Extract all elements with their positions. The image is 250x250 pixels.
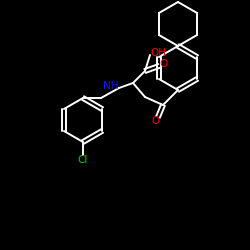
Text: OH: OH (150, 48, 166, 58)
Text: O: O (160, 59, 168, 69)
Text: NH: NH (103, 81, 119, 91)
Text: Cl: Cl (78, 155, 88, 165)
Text: O: O (152, 116, 160, 126)
